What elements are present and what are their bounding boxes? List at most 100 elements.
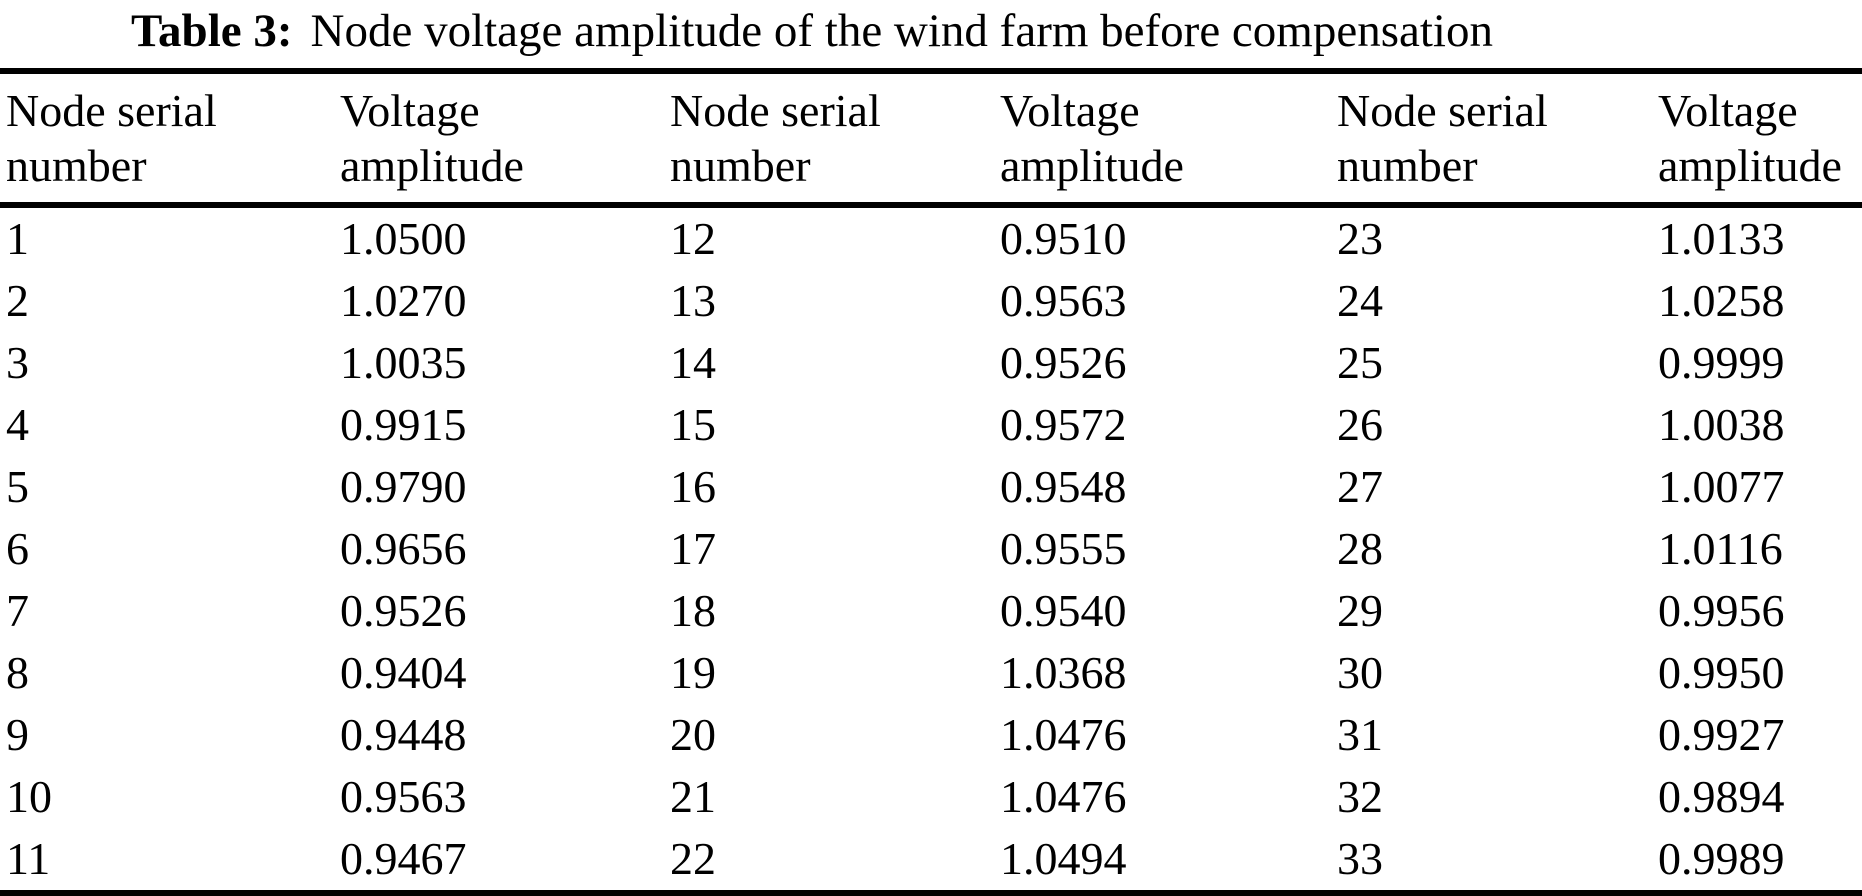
voltage-amplitude-cell: 0.9555 [1000,523,1127,574]
table-caption-text: Node voltage amplitude of the wind farm … [310,5,1493,57]
node-serial-cell: 29 [1337,585,1383,636]
node-serial-cell: 15 [670,399,716,450]
table-row: 4 0.9915 15 0.9572 26 1.0038 [0,394,1862,456]
voltage-amplitude-cell: 0.9656 [340,523,467,574]
voltage-amplitude-cell: 1.0077 [1658,461,1785,512]
table-row: 5 0.9790 16 0.9548 27 1.0077 [0,456,1862,518]
voltage-amplitude-cell: 0.9956 [1658,585,1785,636]
node-serial-cell: 18 [670,585,716,636]
node-serial-cell: 10 [6,771,52,822]
node-serial-cell: 13 [670,275,716,326]
voltage-amplitude-cell: 1.0133 [1658,213,1785,264]
voltage-amplitude-cell: 1.0035 [340,337,467,388]
voltage-amplitude-cell: 1.0500 [340,213,467,264]
col-header-node-serial-number: Node serial number [0,71,340,208]
col-header-line1: Voltage [340,85,480,136]
table-row: 1 1.0500 12 0.9510 23 1.0133 [0,205,1862,270]
node-serial-cell: 25 [1337,337,1383,388]
voltage-amplitude-cell: 0.9950 [1658,647,1785,698]
node-serial-cell: 30 [1337,647,1383,698]
node-serial-cell: 24 [1337,275,1383,326]
table-head: Node serial number Voltage amplitude Node se… [0,71,1862,208]
voltage-amplitude-cell: 1.0368 [1000,647,1127,698]
voltage-amplitude-cell: 0.9548 [1000,461,1127,512]
table-row: 8 0.9404 19 1.0368 30 0.9950 [0,642,1862,704]
node-serial-cell: 5 [6,461,29,512]
table-body: 1 1.0500 12 0.9510 23 1.0133 2 1.0270 13 0.9563 24… [0,205,1862,893]
node-serial-cell: 19 [670,647,716,698]
voltage-amplitude-cell: 1.0270 [340,275,467,326]
node-serial-cell: 8 [6,647,29,698]
voltage-amplitude-cell: 1.0476 [1000,771,1127,822]
col-header-line1: Node serial [1337,85,1548,136]
voltage-amplitude-cell: 0.9563 [340,771,467,822]
node-serial-cell: 2 [6,275,29,326]
voltage-amplitude-cell: 1.0476 [1000,709,1127,760]
node-serial-cell: 23 [1337,213,1383,264]
node-serial-cell: 9 [6,709,29,760]
voltage-amplitude-cell: 0.9927 [1658,709,1785,760]
col-header-line2: amplitude [1000,140,1184,191]
col-header-line2: number [670,140,811,191]
node-serial-cell: 12 [670,213,716,264]
voltage-amplitude-cell: 0.9790 [340,461,467,512]
col-header-line1: Voltage [1000,85,1140,136]
voltage-amplitude-cell: 0.9510 [1000,213,1127,264]
voltage-amplitude-cell: 0.9448 [340,709,467,760]
node-serial-cell: 31 [1337,709,1383,760]
table-row: 7 0.9526 18 0.9540 29 0.9956 [0,580,1862,642]
col-header-node-serial-number: Node serial number [670,71,1000,208]
node-serial-cell: 27 [1337,461,1383,512]
table-row: 9 0.9448 20 1.0476 31 0.9927 [0,704,1862,766]
table-row: 10 0.9563 21 1.0476 32 0.9894 [0,766,1862,828]
node-serial-cell: 17 [670,523,716,574]
node-serial-cell: 20 [670,709,716,760]
voltage-amplitude-cell: 0.9999 [1658,337,1785,388]
node-serial-cell: 33 [1337,833,1383,884]
table-row: 2 1.0270 13 0.9563 24 1.0258 [0,270,1862,332]
col-header-line2: number [6,140,147,191]
node-serial-cell: 28 [1337,523,1383,574]
node-serial-cell: 1 [6,213,29,264]
node-serial-cell: 22 [670,833,716,884]
col-header-voltage-amplitude: Voltage amplitude [1000,71,1337,208]
node-serial-cell: 21 [670,771,716,822]
voltage-amplitude-cell: 0.9540 [1000,585,1127,636]
table-row: 3 1.0035 14 0.9526 25 0.9999 [0,332,1862,394]
table-row: 6 0.9656 17 0.9555 28 1.0116 [0,518,1862,580]
voltage-amplitude-cell: 0.9989 [1658,833,1785,884]
voltage-amplitude-cell: 1.0116 [1658,523,1783,574]
node-serial-cell: 26 [1337,399,1383,450]
voltage-amplitude-cell: 0.9563 [1000,275,1127,326]
voltage-amplitude-cell: 1.0258 [1658,275,1785,326]
voltage-amplitude-cell: 0.9526 [1000,337,1127,388]
voltage-amplitude-cell: 0.9467 [340,833,467,884]
table-caption: Table 3: Node voltage amplitude of the wi… [0,0,1862,60]
table-row: 11 0.9467 22 1.0494 33 0.9989 [0,828,1862,893]
col-header-line1: Node serial [6,85,217,136]
voltage-amplitude-cell: 0.9572 [1000,399,1127,450]
node-serial-cell: 14 [670,337,716,388]
node-serial-cell: 6 [6,523,29,574]
col-header-node-serial-number: Node serial number [1337,71,1658,208]
col-header-voltage-amplitude: Voltage amplitude [1658,71,1862,208]
voltage-amplitude-cell: 1.0038 [1658,399,1785,450]
node-serial-cell: 7 [6,585,29,636]
col-header-line2: amplitude [1658,140,1842,191]
col-header-line2: amplitude [340,140,524,191]
voltage-amplitude-cell: 1.0494 [1000,833,1127,884]
header-row: Node serial number Voltage amplitude Node se… [0,71,1862,208]
table-caption-label: Table 3: [131,5,293,57]
node-serial-cell: 11 [6,833,51,884]
col-header-voltage-amplitude: Voltage amplitude [340,71,670,208]
node-serial-cell: 16 [670,461,716,512]
node-serial-cell: 4 [6,399,29,450]
voltage-amplitude-cell: 0.9526 [340,585,467,636]
col-header-line2: number [1337,140,1478,191]
voltage-amplitude-cell: 0.9915 [340,399,467,450]
col-header-line1: Voltage [1658,85,1798,136]
voltage-amplitude-cell: 0.9404 [340,647,467,698]
col-header-line1: Node serial [670,85,881,136]
node-serial-cell: 3 [6,337,29,388]
